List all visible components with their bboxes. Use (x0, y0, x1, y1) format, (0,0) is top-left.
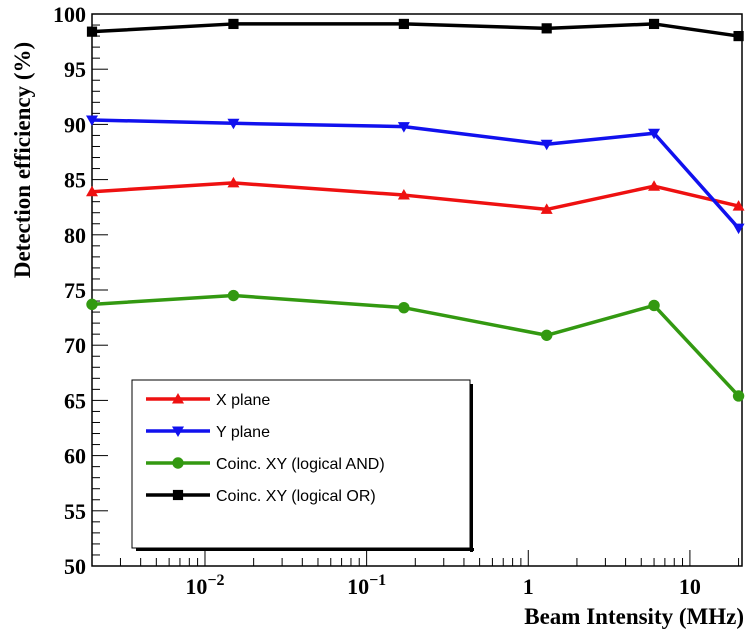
series-line (91, 293, 740, 398)
data-point (86, 26, 98, 37)
y-tick-label: 60 (64, 444, 86, 469)
x-tick-label: 10 (679, 574, 701, 599)
data-point (227, 289, 240, 302)
legend-label: Y plane (216, 424, 270, 441)
data-point (732, 390, 745, 402)
series-line (91, 181, 739, 212)
data-point (648, 18, 660, 30)
data-point (732, 200, 745, 211)
y-tick-label: 70 (64, 333, 86, 358)
legend-marker (172, 457, 184, 469)
series-line (91, 22, 739, 38)
data-point (541, 23, 552, 34)
y-tick-label: 80 (64, 223, 86, 248)
legend-label: Coinc. XY (logical AND) (216, 456, 385, 473)
legend-marker (172, 393, 184, 404)
data-point (733, 30, 744, 42)
y-tick-label: 85 (64, 168, 86, 193)
legend-shadow (136, 548, 474, 551)
data-point (540, 203, 553, 214)
data-point (732, 223, 745, 235)
data-point (648, 299, 660, 312)
x-axis-title: Beam Intensity (MHz) (524, 604, 744, 629)
data-point (86, 298, 98, 311)
legend-label: X plane (216, 392, 270, 409)
x-tick-label: 10−2 (185, 572, 224, 599)
data-point (648, 128, 661, 140)
axis-ticks: 50 55 60 65 70 75 80 85 90 95 100 10−2 10−1 1 10 (53, 2, 740, 599)
y-tick-label: 50 (64, 554, 86, 579)
y-axis-title: Detection efficiency (%) (10, 42, 35, 278)
data-point (227, 118, 240, 130)
x-tick-label: 10−1 (347, 572, 386, 599)
y-tick-label: 75 (64, 278, 86, 303)
data-point (86, 185, 98, 197)
data-point (540, 139, 553, 151)
y-tick-label: 100 (53, 2, 86, 27)
legend-label: Coinc. XY (logical OR) (216, 488, 376, 505)
y-tick-label: 65 (64, 388, 86, 413)
legend-shadow (470, 384, 473, 552)
legend-marker (172, 489, 184, 501)
series-4 (86, 18, 744, 42)
data-point (398, 301, 410, 314)
series-2 (86, 115, 745, 235)
legend-marker (172, 426, 184, 437)
data-point (398, 18, 409, 30)
data-point (86, 115, 98, 126)
legend: X plane Y plane Coinc. XY (logical AND) Coi… (131, 379, 474, 552)
series-1 (86, 176, 745, 214)
data-point (397, 189, 410, 200)
series-3 (86, 289, 745, 402)
data-point (648, 180, 661, 191)
data-point (397, 122, 410, 133)
data-point (228, 18, 239, 30)
series-group (86, 18, 745, 402)
y-tick-label: 95 (64, 57, 86, 82)
data-point (540, 329, 553, 341)
y-tick-label: 90 (64, 112, 86, 137)
data-point (227, 176, 240, 188)
series-line (91, 118, 740, 230)
y-tick-label: 55 (64, 499, 86, 524)
x-tick-label: 1 (523, 574, 534, 599)
